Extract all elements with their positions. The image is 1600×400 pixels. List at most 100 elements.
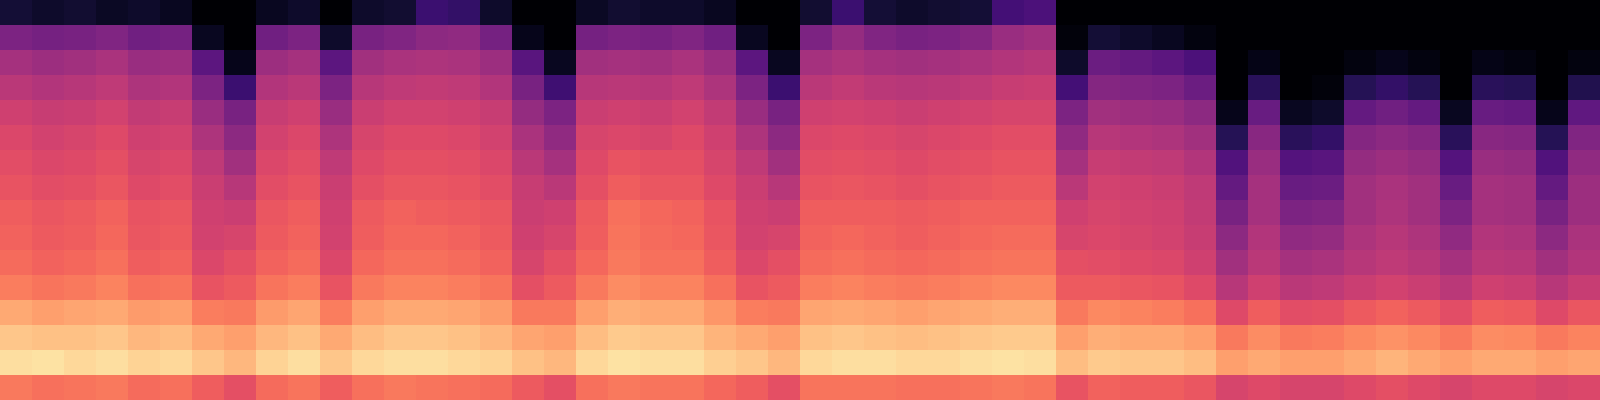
heatmap-cell — [352, 325, 385, 351]
heatmap-cell — [480, 50, 513, 76]
heatmap-cell — [1536, 275, 1569, 301]
heatmap-cell — [576, 0, 609, 26]
heatmap-cell — [896, 225, 929, 251]
heatmap-cell — [416, 100, 449, 126]
heatmap-cell — [320, 200, 353, 226]
heatmap-cell — [1280, 200, 1313, 226]
heatmap-cell — [800, 0, 833, 26]
heatmap-cell — [1504, 325, 1537, 351]
heatmap-cell — [224, 275, 257, 301]
heatmap-cell — [704, 150, 737, 176]
heatmap-cell — [544, 250, 577, 276]
heatmap-cell — [1440, 25, 1473, 51]
heatmap-cell — [1152, 300, 1185, 326]
heatmap-cell — [1344, 0, 1377, 26]
heatmap-cell — [1248, 350, 1281, 376]
heatmap-cell — [1280, 150, 1313, 176]
heatmap-cell — [320, 100, 353, 126]
heatmap-cell — [1344, 75, 1377, 101]
heatmap-cell — [1440, 100, 1473, 126]
heatmap-cell — [896, 75, 929, 101]
heatmap-cell — [608, 200, 641, 226]
heatmap-cell — [544, 0, 577, 26]
heatmap-cell — [1344, 100, 1377, 126]
heatmap-cell — [1568, 175, 1600, 201]
heatmap-cell — [1088, 250, 1121, 276]
heatmap-cell — [288, 75, 321, 101]
heatmap-cell — [640, 75, 673, 101]
heatmap-cell — [1568, 200, 1600, 226]
heatmap-cell — [832, 325, 865, 351]
heatmap-cell — [544, 225, 577, 251]
heatmap-cell — [128, 325, 161, 351]
heatmap-cell — [1216, 25, 1249, 51]
heatmap-cell — [448, 200, 481, 226]
heatmap-cell — [288, 250, 321, 276]
heatmap-cell — [480, 125, 513, 151]
heatmap-cell — [640, 50, 673, 76]
heatmap-cell — [864, 350, 897, 376]
heatmap-cell — [544, 100, 577, 126]
heatmap-cell — [736, 300, 769, 326]
heatmap-cell — [128, 375, 161, 400]
heatmap-cell — [1376, 150, 1409, 176]
heatmap-cell — [1344, 325, 1377, 351]
heatmap-cell — [512, 250, 545, 276]
heatmap-cell — [1248, 25, 1281, 51]
heatmap-cell — [896, 125, 929, 151]
heatmap-cell — [448, 100, 481, 126]
heatmap-cell — [832, 50, 865, 76]
heatmap-cell — [1472, 200, 1505, 226]
heatmap-cell — [480, 350, 513, 376]
heatmap-cell — [1056, 375, 1089, 400]
heatmap-cell — [416, 75, 449, 101]
heatmap-cell — [1472, 100, 1505, 126]
heatmap-cell — [1440, 325, 1473, 351]
heatmap-cell — [32, 75, 65, 101]
heatmap-cell — [1088, 50, 1121, 76]
heatmap-cell — [416, 325, 449, 351]
heatmap-cell — [1472, 375, 1505, 400]
heatmap-cell — [864, 50, 897, 76]
heatmap-cell — [800, 275, 833, 301]
heatmap-cell — [0, 150, 33, 176]
heatmap-cell — [800, 25, 833, 51]
heatmap-cell — [1056, 300, 1089, 326]
heatmap-cell — [1056, 0, 1089, 26]
heatmap-cell — [800, 75, 833, 101]
heatmap-cell — [416, 375, 449, 400]
heatmap-cell — [576, 100, 609, 126]
heatmap-cell — [192, 125, 225, 151]
heatmap-cell — [1248, 100, 1281, 126]
heatmap-cell — [1440, 75, 1473, 101]
heatmap-cell — [736, 275, 769, 301]
heatmap-cell — [1376, 275, 1409, 301]
heatmap-cell — [1408, 125, 1441, 151]
heatmap-cell — [1280, 0, 1313, 26]
heatmap-cell — [1440, 150, 1473, 176]
heatmap-cell — [256, 100, 289, 126]
heatmap-cell — [544, 375, 577, 400]
heatmap-cell — [256, 150, 289, 176]
heatmap-cell — [1152, 75, 1185, 101]
heatmap-cell — [352, 300, 385, 326]
heatmap-cell — [1504, 100, 1537, 126]
heatmap-cell — [288, 150, 321, 176]
heatmap-cell — [160, 350, 193, 376]
heatmap-cell — [1280, 225, 1313, 251]
heatmap-cell — [384, 50, 417, 76]
heatmap-cell — [704, 350, 737, 376]
heatmap-cell — [1568, 250, 1600, 276]
heatmap-cell — [448, 25, 481, 51]
heatmap-cell — [1536, 350, 1569, 376]
heatmap-cell — [800, 200, 833, 226]
heatmap-cell — [320, 375, 353, 400]
heatmap-cell — [960, 250, 993, 276]
heatmap-cell — [928, 0, 961, 26]
heatmap-cell — [1152, 375, 1185, 400]
heatmap-cell — [96, 250, 129, 276]
heatmap-cell — [384, 275, 417, 301]
heatmap-cell — [1120, 150, 1153, 176]
heatmap-cell — [1536, 225, 1569, 251]
heatmap-cell — [768, 250, 801, 276]
